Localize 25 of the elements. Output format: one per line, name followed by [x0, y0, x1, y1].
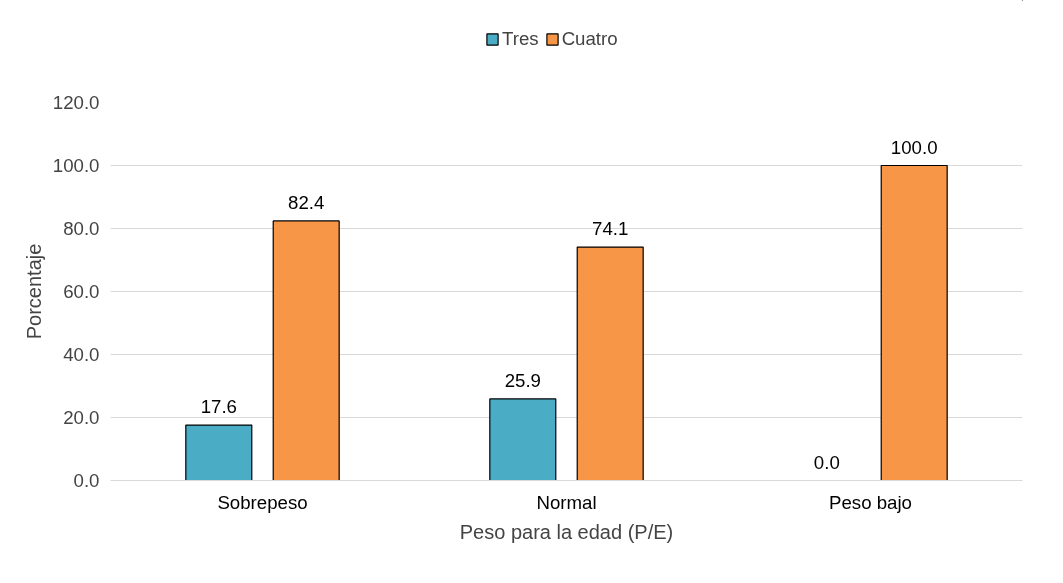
y-tick-label: 120.0	[52, 92, 100, 113]
y-tick-label: 20.0	[63, 407, 100, 428]
bar	[185, 424, 253, 481]
x-axis-title: Peso para la edad (P/E)	[459, 520, 674, 543]
data-label: 25.9	[504, 369, 541, 391]
data-label: 17.6	[200, 396, 237, 418]
y-axis-title: Porcentaje	[22, 243, 45, 340]
bar	[880, 164, 948, 481]
legend-label: Tres	[502, 28, 539, 50]
legend-label: Cuatro	[561, 28, 618, 50]
y-tick-label: 100.0	[52, 155, 100, 176]
data-label: 100.0	[890, 136, 938, 158]
bar	[576, 246, 644, 481]
y-tick-label: 60.0	[63, 281, 100, 302]
data-label: 82.4	[288, 191, 325, 213]
data-label: 74.1	[592, 218, 629, 240]
y-tick-label: 80.0	[63, 218, 100, 239]
bar	[489, 398, 557, 481]
bar	[272, 220, 340, 481]
x-tick-label: Sobrepeso	[217, 491, 308, 513]
x-tick-label: Peso bajo	[829, 491, 912, 513]
y-tick-label: 0.0	[73, 470, 100, 491]
x-tick-label: Normal	[536, 491, 597, 513]
data-label: 0.0	[813, 451, 840, 473]
y-tick-label: 40.0	[63, 344, 100, 365]
